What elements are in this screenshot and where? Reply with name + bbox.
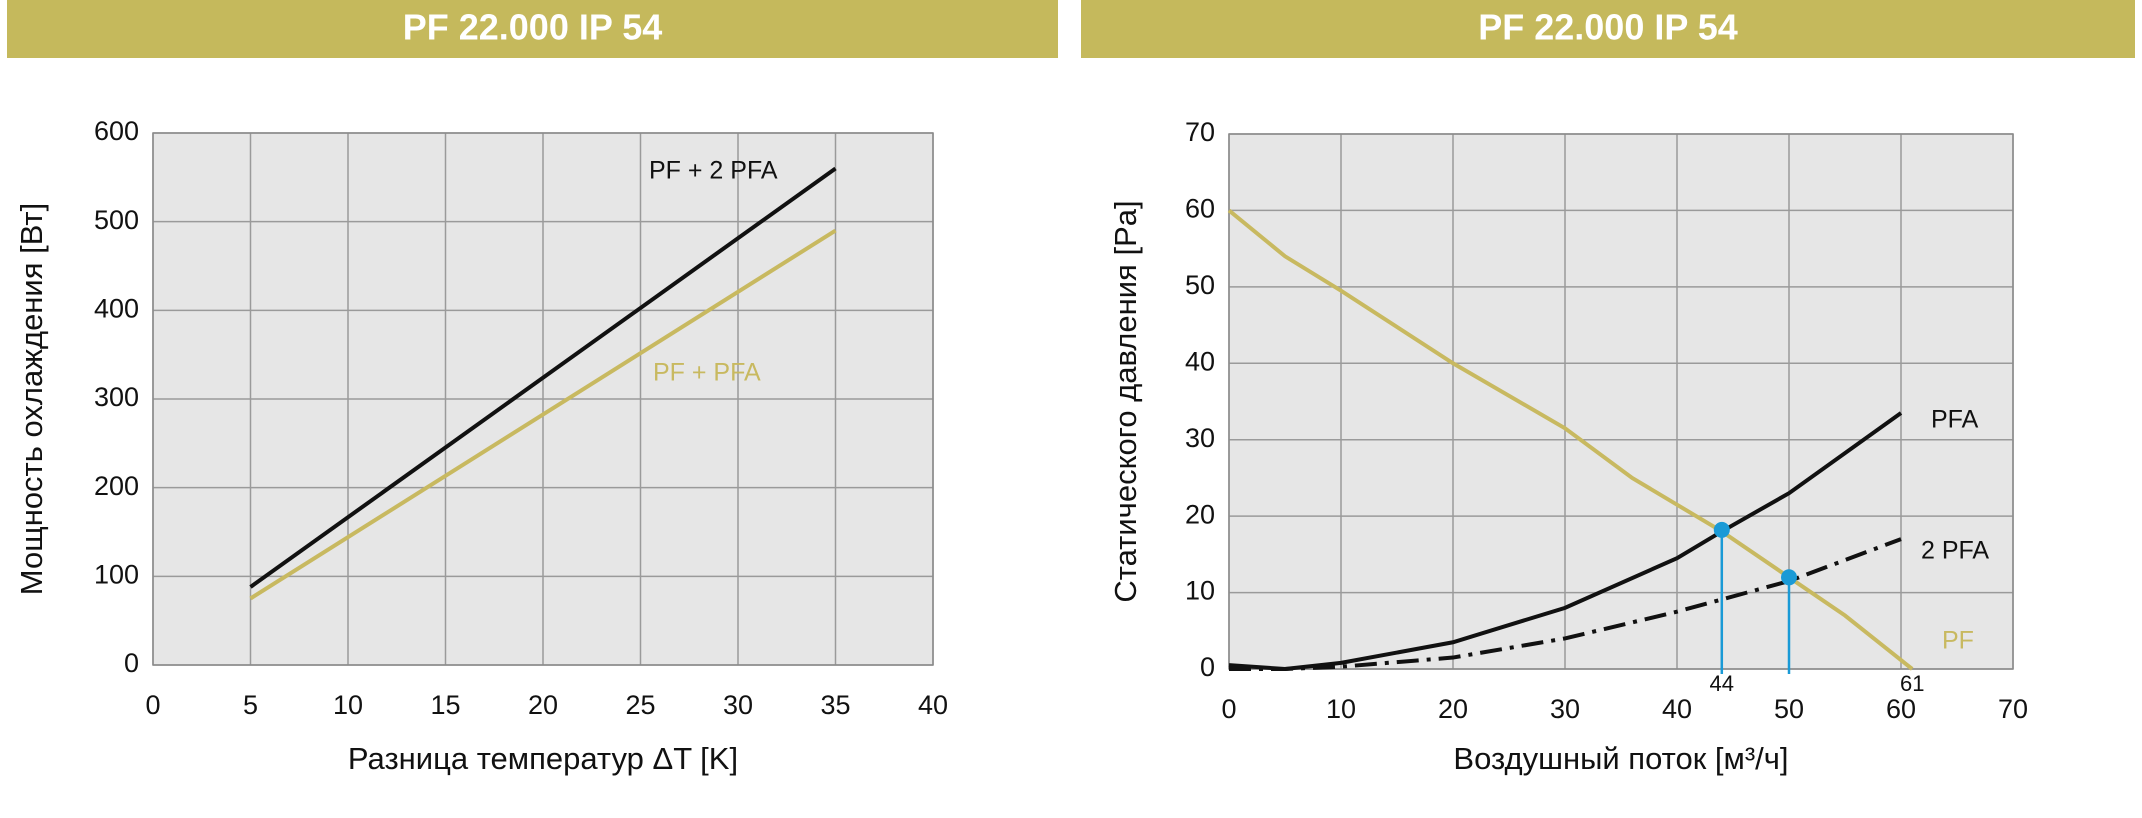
- x-tick-label: 15: [430, 690, 460, 720]
- y-axis-label: Мощность охлаждения [Вт]: [14, 203, 49, 595]
- y-tick-label: 300: [94, 382, 139, 412]
- x-axis-label: Воздушный поток [м³/ч]: [1453, 741, 1788, 776]
- point: [1713, 521, 1730, 538]
- x-tick-label: 25: [625, 690, 655, 720]
- x-axis-label: Разница температур ΔT [K]: [348, 741, 738, 776]
- y-tick-label: 600: [94, 116, 139, 146]
- x-tick-label: 0: [1221, 694, 1236, 724]
- x-tick-label: 70: [1998, 694, 2028, 724]
- x-tick-label: 30: [723, 690, 753, 720]
- header-bar: [1081, 0, 2135, 58]
- point: [1781, 569, 1797, 586]
- x-tick-label: 20: [528, 690, 558, 720]
- plot-frame: [152, 132, 934, 666]
- y-tick-label: 20: [1185, 499, 1215, 529]
- y-tick-label: 10: [1185, 576, 1215, 606]
- series-line: [1227, 208, 1914, 671]
- chart-title: PF 22.000 IP 54: [403, 7, 663, 48]
- x-tick-label: 20: [1438, 694, 1468, 724]
- series-label: 2 PFA: [1921, 537, 1989, 565]
- y-tick-label: 40: [1185, 346, 1215, 376]
- x-tick-label: 40: [1662, 694, 1692, 724]
- plot-area: [1229, 134, 2013, 669]
- x-tick-label: 50: [1774, 694, 1804, 724]
- series-label: PF + 2 PFA: [649, 157, 778, 185]
- y-tick-label: 200: [94, 471, 139, 501]
- y-tick-label: 0: [124, 648, 139, 678]
- x-tick-label: 40: [918, 690, 948, 720]
- x-tick-label: 0: [145, 690, 160, 720]
- y-tick-label: 100: [94, 559, 139, 589]
- y-tick-label: 30: [1185, 423, 1215, 453]
- y-tick-label: 60: [1185, 194, 1215, 224]
- x-tick-label: 10: [333, 690, 363, 720]
- y-axis-label: Статического давления [Pa]: [1108, 200, 1143, 602]
- series-line: [249, 228, 837, 601]
- header-bar: [7, 0, 1058, 58]
- y-tick-label: 400: [94, 293, 139, 323]
- x-tick-label: 60: [1886, 694, 1916, 724]
- plot-frame: [1228, 133, 2014, 670]
- series-line: [1229, 537, 1902, 671]
- series-line: [249, 166, 837, 589]
- x-tick-label: 5: [243, 690, 258, 720]
- series-label: PF + PFA: [653, 359, 761, 387]
- chart-title: PF 22.000 IP 54: [1478, 7, 1738, 48]
- x-tick-label: 30: [1550, 694, 1580, 724]
- x-tick-label: 35: [820, 690, 850, 720]
- y-tick-label: 50: [1185, 270, 1215, 300]
- series-label: PFA: [1931, 406, 1979, 434]
- y-tick-label: 70: [1185, 117, 1215, 147]
- annotation: 61: [1900, 671, 1924, 696]
- x-tick-label: 10: [1326, 694, 1356, 724]
- y-tick-label: 0: [1200, 652, 1215, 682]
- point-label: 44: [1710, 671, 1734, 696]
- y-tick-label: 500: [94, 205, 139, 235]
- series-label: PF: [1942, 627, 1974, 655]
